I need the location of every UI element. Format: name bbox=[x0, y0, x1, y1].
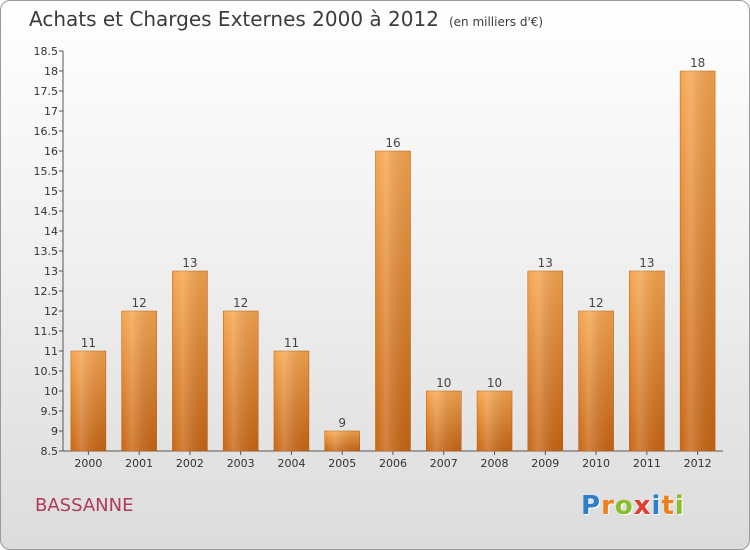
y-tick-label: 12.5 bbox=[34, 285, 59, 298]
y-tick-label: 16 bbox=[44, 145, 58, 158]
town-name: BASSANNE bbox=[35, 495, 134, 516]
x-tick-label: 2003 bbox=[227, 457, 255, 470]
x-tick-label: 2012 bbox=[684, 457, 712, 470]
logo-letter: r bbox=[601, 491, 615, 521]
data-label: 12 bbox=[132, 296, 147, 310]
bar-shine bbox=[426, 391, 462, 451]
chart-title-text: Achats et Charges Externes 2000 à 2012 bbox=[29, 7, 439, 31]
logo-letter: o bbox=[614, 491, 634, 521]
data-label: 10 bbox=[436, 376, 451, 390]
bars bbox=[70, 70, 716, 452]
data-label: 13 bbox=[639, 256, 654, 270]
logo-letter: x bbox=[633, 491, 652, 521]
logo-letter: P bbox=[581, 491, 602, 521]
y-tick-label: 15.5 bbox=[34, 165, 59, 178]
y-tick-label: 15 bbox=[44, 185, 58, 198]
data-label: 18 bbox=[690, 56, 705, 70]
bar-shine bbox=[121, 311, 157, 451]
bar-shine bbox=[324, 431, 360, 451]
y-tick-label: 12 bbox=[44, 305, 58, 318]
data-label: 13 bbox=[538, 256, 553, 270]
y-tick-label: 14.5 bbox=[34, 205, 59, 218]
y-tick-label: 9 bbox=[51, 425, 58, 438]
bar-shine bbox=[629, 271, 665, 451]
bar-shine bbox=[680, 71, 716, 451]
x-tick-label: 2001 bbox=[125, 457, 153, 470]
y-tick-label: 16.5 bbox=[34, 125, 59, 138]
data-labels: 11 12 13 12 11 9 16 10 10 13 12 13 18 bbox=[81, 56, 706, 430]
logo-letter: t bbox=[661, 491, 675, 521]
y-tick-label: 18 bbox=[44, 65, 58, 78]
y-tick-label: 13.5 bbox=[34, 245, 59, 258]
axes: 8.5 9 9.5 10 10.5 11 11.5 12 12.5 13 13.5 14 14.5 15 1… bbox=[34, 45, 723, 470]
x-tick-label: 2008 bbox=[481, 457, 509, 470]
bar-shine bbox=[172, 271, 208, 451]
data-label: 11 bbox=[81, 336, 96, 350]
bar-shine bbox=[527, 271, 563, 451]
y-tick-label: 14 bbox=[44, 225, 58, 238]
chart-title: Achats et Charges Externes 2000 à 2012 (e… bbox=[29, 7, 543, 31]
y-tick-label: 9.5 bbox=[41, 405, 59, 418]
data-label: 11 bbox=[284, 336, 299, 350]
x-tick-label: 2005 bbox=[328, 457, 356, 470]
x-tick-label: 2007 bbox=[430, 457, 458, 470]
x-tick-label: 2000 bbox=[74, 457, 102, 470]
y-tick-label: 13 bbox=[44, 265, 58, 278]
y-tick-label: 8.5 bbox=[41, 445, 59, 458]
bar-shine bbox=[477, 391, 513, 451]
logo-letter: i bbox=[674, 491, 685, 521]
x-tick-label: 2006 bbox=[379, 457, 407, 470]
x-tick-label: 2004 bbox=[277, 457, 305, 470]
data-label: 10 bbox=[487, 376, 502, 390]
bar-shine bbox=[70, 351, 106, 451]
proxiti-logo: Proxiti bbox=[581, 491, 685, 521]
y-tick-label: 10.5 bbox=[34, 365, 59, 378]
x-tick-label: 2011 bbox=[633, 457, 661, 470]
bar-shine bbox=[375, 151, 411, 451]
data-label: 16 bbox=[385, 136, 400, 150]
data-label: 13 bbox=[182, 256, 197, 270]
data-label: 12 bbox=[588, 296, 603, 310]
x-tick-label: 2009 bbox=[531, 457, 559, 470]
bar-shine bbox=[223, 311, 259, 451]
y-tick-label: 18.5 bbox=[34, 45, 59, 58]
data-label: 12 bbox=[233, 296, 248, 310]
bar-shine bbox=[273, 351, 309, 451]
y-tick-label: 17 bbox=[44, 105, 58, 118]
logo-letter: i bbox=[651, 491, 662, 521]
y-tick-label: 11.5 bbox=[34, 325, 59, 338]
x-tick-label: 2002 bbox=[176, 457, 204, 470]
y-tick-label: 11 bbox=[44, 345, 58, 358]
y-tick-label: 10 bbox=[44, 385, 58, 398]
y-tick-label: 17.5 bbox=[34, 85, 59, 98]
bar-shine bbox=[578, 311, 614, 451]
data-label: 9 bbox=[338, 416, 346, 430]
x-tick-label: 2010 bbox=[582, 457, 610, 470]
unit-note: (en milliers d'€) bbox=[448, 15, 544, 29]
